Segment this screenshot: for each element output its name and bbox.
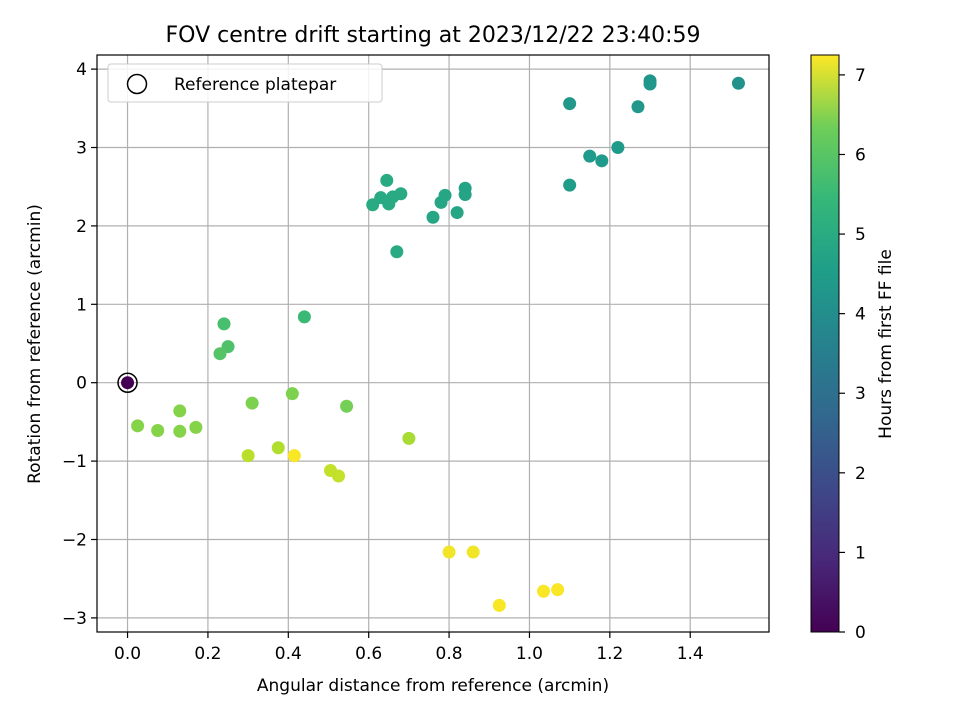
data-point <box>366 198 380 212</box>
x-axis-ticks: 0.0 0.2 0.4 0.6 0.8 1.0 1.2 1.4 <box>114 632 704 664</box>
data-point <box>173 404 187 418</box>
data-point <box>131 419 145 433</box>
legend-label-reference: Reference platepar <box>174 75 336 95</box>
y-tick-label: −3 <box>62 609 87 629</box>
y-tick-label: 1 <box>76 295 87 315</box>
colorbar-ticks: 0 1 2 3 4 5 6 7 <box>839 66 866 643</box>
data-point <box>151 424 165 438</box>
y-tick-label: −1 <box>62 452 87 472</box>
x-tick-label: 0.8 <box>436 644 463 664</box>
colorbar-tick-label: 6 <box>855 145 866 165</box>
legend-reference-marker <box>126 73 148 95</box>
legend-box <box>107 63 383 103</box>
data-point <box>245 396 259 410</box>
data-point <box>402 431 416 445</box>
data-point <box>340 399 354 413</box>
data-point <box>631 100 645 114</box>
y-tick-label: 4 <box>76 60 87 80</box>
data-point <box>241 449 255 463</box>
data-point <box>332 469 346 483</box>
colorbar-tick-label: 5 <box>855 225 866 245</box>
data-point <box>595 154 609 168</box>
data-point <box>426 210 440 224</box>
chart-title: FOV centre drift starting at 2023/12/22 … <box>166 23 701 48</box>
x-tick-label: 1.4 <box>677 644 704 664</box>
data-point <box>297 310 311 324</box>
data-point <box>466 545 480 559</box>
data-point <box>173 424 187 438</box>
colorbar-tick-label: 2 <box>855 464 866 484</box>
data-point <box>551 583 565 597</box>
colorbar-tick-label: 0 <box>855 623 866 643</box>
x-tick-label: 0.6 <box>355 644 382 664</box>
colorbar <box>810 54 840 633</box>
data-point <box>287 449 301 463</box>
data-point <box>537 584 551 598</box>
y-axis-ticks: −3 −2 −1 0 1 2 3 4 <box>62 60 97 629</box>
y-axis-label: Rotation from reference (arcmin) <box>25 204 45 484</box>
x-tick-label: 1.0 <box>516 644 543 664</box>
grid-lines <box>97 55 769 632</box>
y-tick-label: −2 <box>62 530 87 550</box>
data-point <box>563 178 577 192</box>
data-point <box>217 317 231 331</box>
x-tick-label: 0.2 <box>194 644 221 664</box>
data-points <box>117 74 745 612</box>
data-point <box>450 206 464 220</box>
colorbar-tick-label: 7 <box>855 66 866 86</box>
x-tick-label: 0.0 <box>114 644 141 664</box>
reference-platepar-marker <box>117 372 138 393</box>
plot-frame <box>96 54 770 633</box>
data-point <box>434 195 448 209</box>
colorbar-tick-label: 3 <box>855 384 866 404</box>
y-tick-label: 2 <box>76 217 87 237</box>
data-point <box>563 97 577 111</box>
x-axis-label: Angular distance from reference (arcmin) <box>257 676 609 696</box>
data-point <box>643 77 657 91</box>
data-point <box>390 245 404 259</box>
data-point <box>458 188 472 202</box>
data-point <box>380 173 394 187</box>
data-point <box>492 598 506 612</box>
data-point <box>382 197 396 211</box>
colorbar-tick-label: 4 <box>855 305 866 325</box>
colorbar-label: Hours from first FF file <box>876 249 896 439</box>
legend: Reference platepar <box>107 63 383 103</box>
y-tick-label: 3 <box>76 139 87 159</box>
data-point <box>583 149 597 163</box>
y-tick-label: 0 <box>76 374 87 394</box>
data-point <box>611 141 625 155</box>
data-point <box>121 376 135 390</box>
data-point <box>213 347 227 361</box>
data-point <box>731 76 745 90</box>
data-point <box>442 545 456 559</box>
data-point <box>189 420 203 434</box>
data-point <box>271 441 285 455</box>
x-tick-label: 0.4 <box>275 644 302 664</box>
data-point <box>285 387 299 401</box>
colorbar-tick-label: 1 <box>855 543 866 563</box>
x-tick-label: 1.2 <box>596 644 623 664</box>
